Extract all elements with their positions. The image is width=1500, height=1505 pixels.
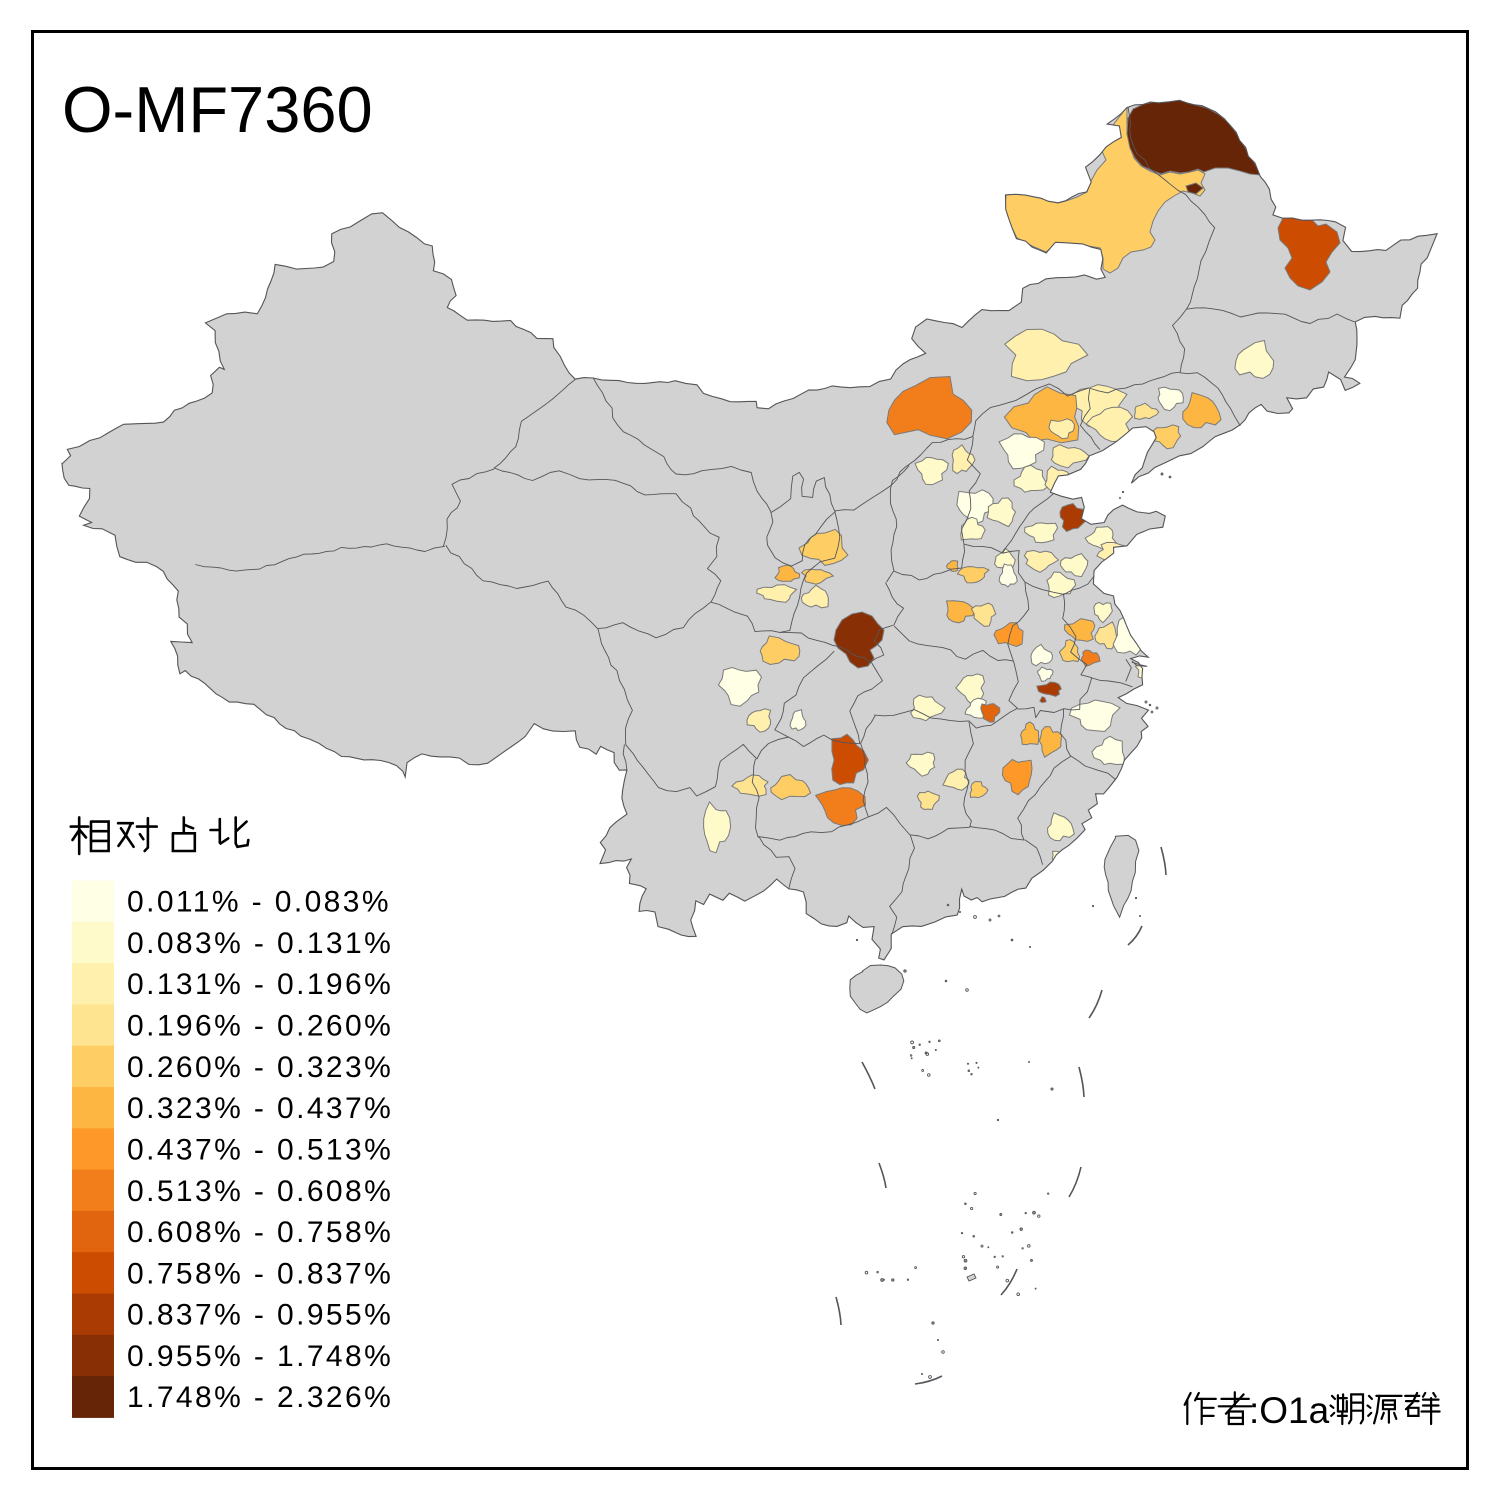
svg-text:0.196% - 0.260%: 0.196% - 0.260% <box>127 1010 393 1043</box>
svg-text:0.608% - 0.758%: 0.608% - 0.758% <box>127 1216 393 1249</box>
svg-text:0.131% - 0.196%: 0.131% - 0.196% <box>127 968 393 1001</box>
svg-text:0.083% - 0.131%: 0.083% - 0.131% <box>127 927 393 960</box>
svg-text::O1a: :O1a <box>1249 1390 1330 1431</box>
svg-text:0.837% - 0.955%: 0.837% - 0.955% <box>127 1299 393 1332</box>
svg-text:0.955% - 1.748%: 0.955% - 1.748% <box>127 1340 393 1373</box>
svg-text:0.758% - 0.837%: 0.758% - 0.837% <box>127 1257 393 1290</box>
svg-text:0.011% - 0.083%: 0.011% - 0.083% <box>127 886 391 919</box>
svg-text:1.748% - 2.326%: 1.748% - 2.326% <box>127 1381 393 1414</box>
svg-text:0.323% - 0.437%: 0.323% - 0.437% <box>127 1092 393 1125</box>
svg-text:0.437% - 0.513%: 0.437% - 0.513% <box>127 1134 393 1167</box>
svg-text:0.260% - 0.323%: 0.260% - 0.323% <box>127 1051 393 1084</box>
svg-text:O-MF7360: O-MF7360 <box>62 73 373 146</box>
svg-text:0.513% - 0.608%: 0.513% - 0.608% <box>127 1175 393 1208</box>
